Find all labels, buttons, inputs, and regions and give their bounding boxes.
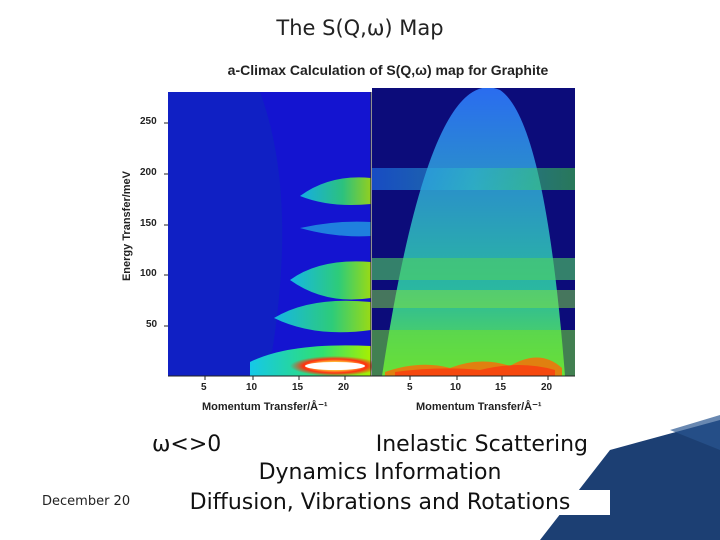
- slide-date: December 20: [42, 494, 131, 509]
- figure-title: a-Climax Calculation of S(Q,ω) map for G…: [227, 62, 549, 78]
- x-tick-right-20: 20: [541, 382, 553, 393]
- x-tick-right-5: 5: [407, 382, 413, 393]
- caption-row-1: ω<>0 Inelastic Scattering: [150, 432, 610, 462]
- caption-diffusion: Diffusion, Vibrations and Rotations: [150, 490, 610, 515]
- x-tick-left-15: 15: [292, 382, 304, 393]
- measured-map-panel: [372, 88, 575, 376]
- y-tick-250: 250: [140, 116, 157, 127]
- y-tick-50: 50: [146, 319, 158, 330]
- omega-condition: ω<>0: [152, 432, 222, 457]
- y-tick-100: 100: [140, 268, 157, 279]
- x-tick-left-10: 10: [246, 382, 258, 393]
- y-tick-200: 200: [140, 167, 157, 178]
- inelastic-scattering-label: Inelastic Scattering: [375, 432, 588, 457]
- x-tick-left-20: 20: [338, 382, 350, 393]
- y-tick-150: 150: [140, 218, 157, 229]
- caption-dynamics: Dynamics Information: [258, 460, 502, 485]
- x-tick-left-5: 5: [201, 382, 207, 393]
- x-tick-right-15: 15: [495, 382, 507, 393]
- calculated-map-panel: [168, 92, 380, 376]
- x-axis-label-left: Momentum Transfer/Å⁻¹: [202, 401, 328, 413]
- x-tick-right-10: 10: [450, 382, 462, 393]
- x-axis-label-right: Momentum Transfer/Å⁻¹: [416, 401, 542, 413]
- slide-title: The S(Q,ω) Map: [276, 16, 444, 40]
